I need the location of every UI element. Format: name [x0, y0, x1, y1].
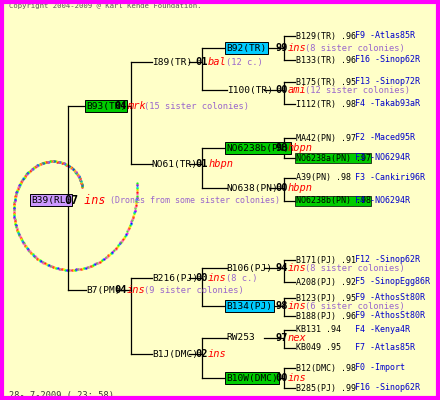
Text: (15 sister colonies): (15 sister colonies) [144, 102, 249, 110]
Text: (9 sister colonies): (9 sister colonies) [144, 286, 244, 294]
Text: I89(TR): I89(TR) [152, 58, 192, 66]
Text: F3 -Cankiri96R: F3 -Cankiri96R [355, 174, 425, 182]
Text: RW253: RW253 [227, 334, 255, 342]
Text: 99: 99 [275, 43, 287, 53]
Text: 04: 04 [114, 101, 127, 111]
Text: ami: ami [287, 85, 306, 95]
Text: 00: 00 [196, 273, 208, 283]
Text: Copyright 2004-2009 @ Karl Kehde Foundation.: Copyright 2004-2009 @ Karl Kehde Foundat… [9, 3, 202, 9]
Text: B171(PJ) .91: B171(PJ) .91 [296, 256, 356, 264]
Text: F9 -AthosSt80R: F9 -AthosSt80R [355, 312, 425, 320]
Text: B133(TR) .96: B133(TR) .96 [296, 56, 356, 64]
Text: ins: ins [127, 285, 146, 295]
Text: 00: 00 [275, 373, 287, 383]
Text: (6 sister colonies): (6 sister colonies) [305, 302, 405, 310]
Text: (8 c.): (8 c.) [226, 274, 257, 282]
Text: 07: 07 [64, 194, 78, 206]
Text: F16 -Sinop62R: F16 -Sinop62R [355, 56, 420, 64]
Text: F2 -Maced95R: F2 -Maced95R [355, 134, 415, 142]
Text: B93(TR): B93(TR) [86, 102, 126, 110]
Text: I112(TR) .98: I112(TR) .98 [296, 100, 356, 108]
Text: · (Drones from some sister colonies): · (Drones from some sister colonies) [95, 196, 279, 204]
Text: hbpn: hbpn [208, 159, 233, 169]
Text: 04: 04 [114, 285, 127, 295]
Text: F13 -Sinop72R: F13 -Sinop72R [355, 78, 420, 86]
Text: F4 -Kenya4R: F4 -Kenya4R [355, 326, 410, 334]
Text: hbpn: hbpn [287, 183, 312, 193]
Text: hbpn: hbpn [287, 143, 312, 153]
Text: F16 -Sinop62R: F16 -Sinop62R [355, 384, 420, 392]
Text: 94: 94 [275, 263, 287, 273]
Text: B123(PJ) .95: B123(PJ) .95 [296, 294, 356, 302]
Text: I100(TR): I100(TR) [227, 86, 273, 94]
Text: 98: 98 [275, 301, 287, 311]
Text: 02: 02 [196, 349, 208, 359]
Text: NO638(PN): NO638(PN) [227, 184, 279, 192]
Text: 98: 98 [275, 143, 287, 153]
Text: 28- 7-2009 ( 23: 58): 28- 7-2009 ( 23: 58) [9, 391, 114, 400]
Text: 01: 01 [196, 159, 208, 169]
Text: F9 -Atlas85R: F9 -Atlas85R [355, 32, 415, 40]
Text: B10W(DMC): B10W(DMC) [227, 374, 279, 382]
Text: B92(TR): B92(TR) [227, 44, 267, 52]
Text: ins: ins [287, 263, 306, 273]
Text: B129(TR) .96: B129(TR) .96 [296, 32, 356, 40]
Text: F3 -NO6294R: F3 -NO6294R [355, 154, 410, 162]
Text: B134(PJ): B134(PJ) [227, 302, 273, 310]
Text: B106(PJ): B106(PJ) [227, 264, 273, 272]
Text: B12(DMC) .98: B12(DMC) .98 [296, 364, 356, 372]
Text: nex: nex [287, 333, 306, 343]
Text: (12 c.): (12 c.) [226, 58, 263, 66]
Text: NO61(TR): NO61(TR) [152, 160, 198, 168]
Text: B39(RL): B39(RL) [31, 196, 71, 204]
Text: (8 sister colonies): (8 sister colonies) [305, 44, 405, 52]
Text: ins: ins [287, 301, 306, 311]
Text: (8 sister colonies): (8 sister colonies) [305, 264, 405, 272]
Text: F9 -AthosSt80R: F9 -AthosSt80R [355, 294, 425, 302]
Text: F0 -Import: F0 -Import [355, 364, 405, 372]
Text: mrk: mrk [127, 101, 146, 111]
Text: F12 -Sinop62R: F12 -Sinop62R [355, 256, 420, 264]
Text: 01: 01 [196, 57, 208, 67]
Text: KB131 .94: KB131 .94 [296, 326, 341, 334]
Text: B1J(DMC): B1J(DMC) [152, 350, 198, 358]
Text: 97: 97 [275, 333, 287, 343]
Text: (12 sister colonies): (12 sister colonies) [305, 86, 410, 94]
Text: B7(PM): B7(PM) [86, 286, 120, 294]
Text: bal: bal [208, 57, 227, 67]
Text: F5 -SinopEgg86R: F5 -SinopEgg86R [355, 278, 430, 286]
Text: KB049 .95: KB049 .95 [296, 344, 341, 352]
Text: B216(PJ): B216(PJ) [152, 274, 198, 282]
Text: F4 -NO6294R: F4 -NO6294R [355, 196, 410, 205]
Text: A39(PN) .98: A39(PN) .98 [296, 174, 351, 182]
Text: B175(TR) .95: B175(TR) .95 [296, 78, 356, 86]
Text: ins: ins [287, 373, 306, 383]
Text: NO6238b(PN): NO6238b(PN) [227, 144, 290, 152]
Text: ins: ins [77, 194, 106, 206]
Text: B188(PJ) .96: B188(PJ) .96 [296, 312, 356, 320]
Text: ins: ins [287, 43, 306, 53]
Text: NO6238b(PN) .98: NO6238b(PN) .98 [296, 196, 370, 205]
Text: A208(PJ) .92: A208(PJ) .92 [296, 278, 356, 286]
Text: NO6238a(PN) .97: NO6238a(PN) .97 [296, 154, 370, 162]
Text: 00: 00 [275, 85, 287, 95]
Text: F4 -Takab93aR: F4 -Takab93aR [355, 100, 420, 108]
Text: ins: ins [208, 349, 227, 359]
Text: F7 -Atlas85R: F7 -Atlas85R [355, 344, 415, 352]
Text: B285(PJ) .99: B285(PJ) .99 [296, 384, 356, 392]
Text: ins: ins [208, 273, 227, 283]
Text: 00: 00 [275, 183, 287, 193]
Text: MA42(PN) .97: MA42(PN) .97 [296, 134, 356, 142]
